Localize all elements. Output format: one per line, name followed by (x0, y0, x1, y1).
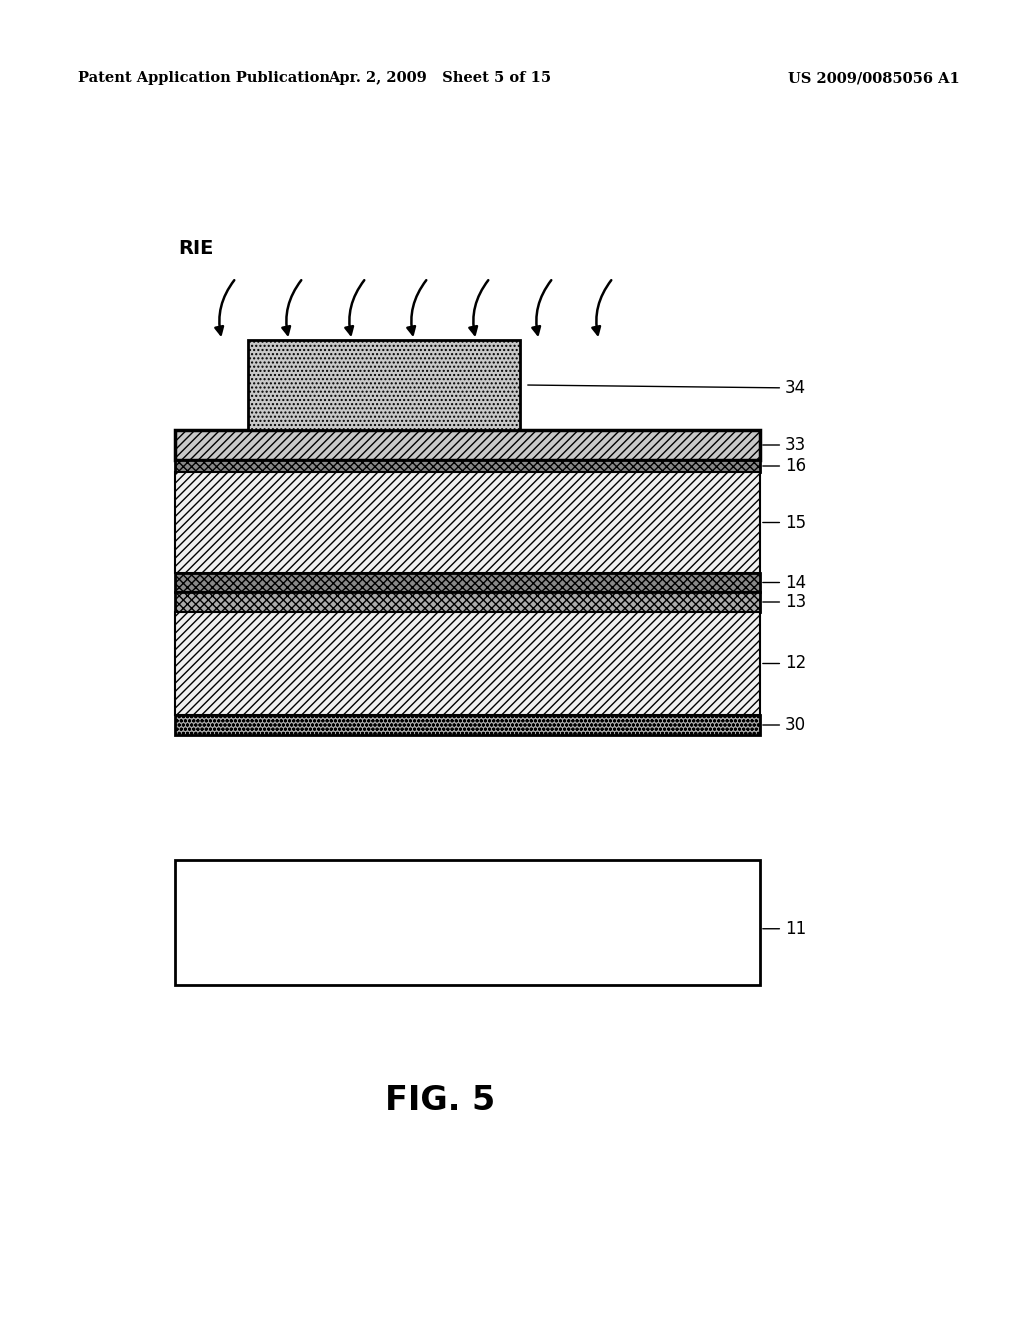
Bar (175, 473, 760, 573)
Text: 33: 33 (763, 436, 806, 454)
Text: 16: 16 (763, 457, 806, 475)
Text: Patent Application Publication: Patent Application Publication (78, 71, 330, 84)
Bar (175, 591, 760, 612)
Text: US 2009/0085056 A1: US 2009/0085056 A1 (788, 71, 961, 84)
Text: 30: 30 (763, 715, 806, 734)
Bar (175, 612, 760, 715)
Text: 11: 11 (763, 920, 806, 937)
Text: 34: 34 (527, 379, 806, 397)
Bar (175, 715, 760, 735)
Text: 15: 15 (763, 513, 806, 532)
Text: FIG. 5: FIG. 5 (385, 1084, 496, 1117)
Text: 12: 12 (763, 655, 806, 672)
Bar (175, 861, 760, 985)
Text: 14: 14 (763, 573, 806, 591)
Bar (175, 459, 760, 473)
Text: 13: 13 (763, 593, 806, 611)
Bar (175, 430, 760, 459)
Text: Apr. 2, 2009   Sheet 5 of 15: Apr. 2, 2009 Sheet 5 of 15 (329, 71, 552, 84)
Bar (248, 341, 520, 430)
Bar (175, 573, 760, 591)
Text: RIE: RIE (178, 239, 213, 257)
